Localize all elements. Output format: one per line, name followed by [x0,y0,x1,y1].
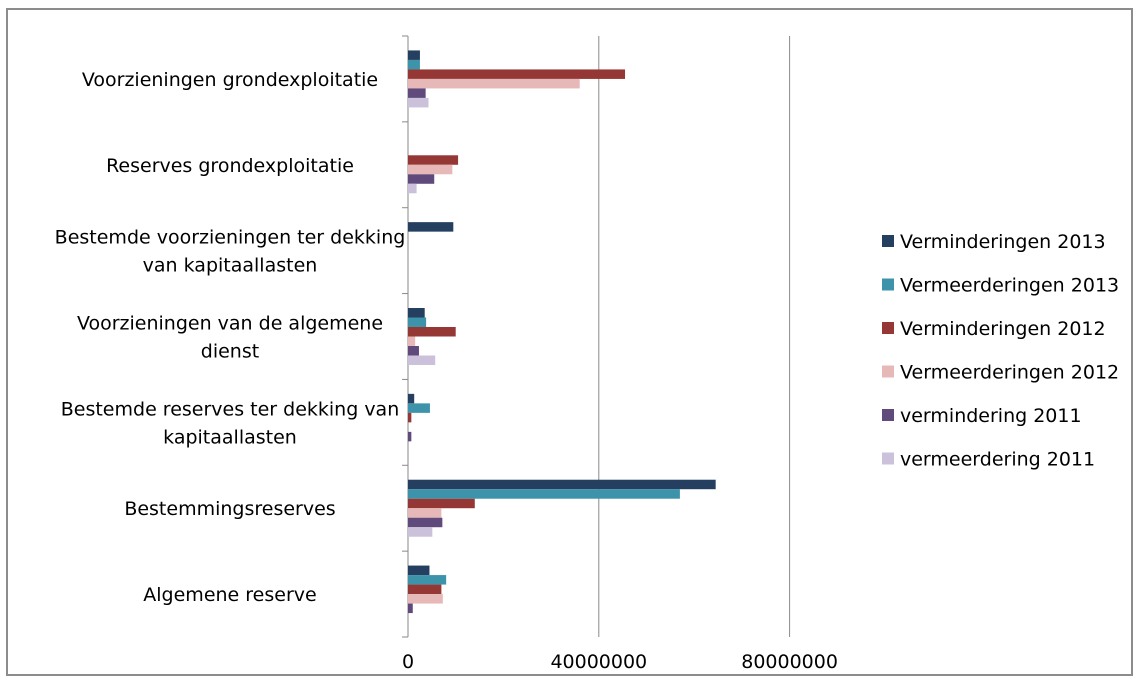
legend-swatch [882,235,894,247]
legend-swatch [882,452,894,465]
bar [408,164,453,175]
category-label: dienst [201,341,259,363]
bar [408,412,412,423]
bar [408,88,426,98]
category-label: Reserves grondexploitatie [106,155,354,177]
bar [408,78,580,89]
x-tick-label: 0 [402,651,414,673]
legend-label: Verminderingen 2012 [900,318,1106,340]
bar [408,565,430,576]
bar [408,317,427,327]
bar [408,355,436,365]
bar [408,69,626,79]
bar [408,346,419,356]
bar [408,336,416,346]
bar [408,527,433,537]
legend-label: Vermeerderingen 2012 [900,362,1119,384]
category-label: Bestemde voorzieningen ter dekking [55,227,406,249]
legend-label: Verminderingen 2013 [900,231,1106,253]
bar [408,50,420,60]
bar [408,489,680,499]
legend-swatch [882,365,894,378]
bar [408,155,459,165]
legend-swatch [882,322,894,334]
bar [408,431,412,442]
bar [408,97,429,108]
bar [408,174,435,184]
category-label: Bestemmingsreserves [124,498,335,520]
bar [408,517,443,528]
chart-frame [6,8,1133,676]
bar [408,508,442,518]
legend-label: Vermeerderingen 2013 [900,275,1119,297]
bar [408,498,475,509]
bar [408,308,425,318]
bar [408,479,716,490]
legend-swatch [882,278,894,291]
category-label: kapitaallasten [163,426,297,448]
bar [408,594,443,604]
bar [408,575,447,585]
category-label: van kapitaallasten [143,255,318,277]
category-label: Algemene reserve [143,584,316,606]
legend-label: vermeerdering 2011 [900,449,1095,471]
category-label: Voorzieningen grondexploitatie [82,69,378,91]
bar [408,59,420,70]
legend-swatch [882,409,894,421]
bar [408,403,430,413]
bar [408,584,442,595]
bar [408,222,454,232]
bar [408,327,456,337]
x-tick-label: 40000000 [550,651,647,673]
bar [408,603,413,614]
bar [408,393,415,404]
legend-label: vermindering 2011 [900,405,1082,427]
category-label: Voorzieningen van de algemene [77,313,383,335]
category-label: Bestemde reserves ter dekking van [61,398,400,420]
x-tick-label: 80000000 [741,651,838,673]
bar [408,183,417,194]
